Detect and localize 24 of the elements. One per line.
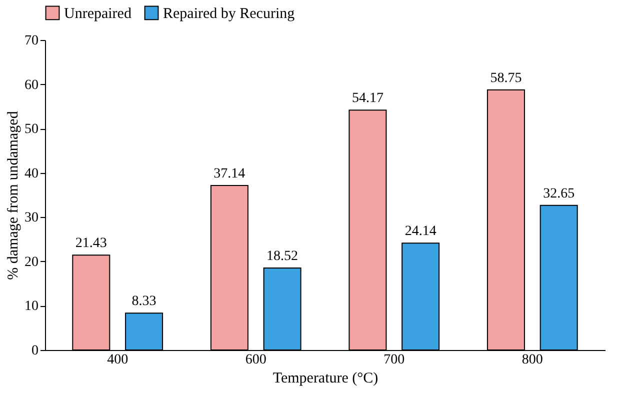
x-axis-title: Temperature (°C)	[272, 370, 378, 386]
data-label: 58.75	[490, 70, 522, 86]
data-label: 24.14	[404, 224, 436, 240]
y-tick-label: 40	[24, 166, 38, 182]
data-label: 8.33	[132, 294, 156, 310]
y-tick-label: 30	[24, 210, 38, 226]
y-tick-label: 0	[32, 344, 38, 358]
data-label: 21.43	[75, 236, 107, 252]
data-label: 37.14	[214, 166, 246, 182]
y-tick-label: 50	[24, 122, 38, 138]
y-axis-title: % damage from undamaged	[6, 110, 22, 280]
y-tick-label: 70	[24, 34, 38, 48]
x-tick-label: 700	[384, 352, 405, 368]
x-tick-label: 400	[107, 352, 128, 368]
data-label: 32.65	[543, 186, 575, 202]
x-tick-label: 800	[522, 352, 543, 368]
legend-label: Unrepaired	[64, 6, 132, 22]
legend-label: Repaired by Recuring	[163, 6, 296, 22]
y-tick-label: 20	[24, 254, 38, 270]
data-label: 54.17	[352, 91, 384, 106]
data-label: 18.52	[266, 248, 298, 264]
y-tick-label: 10	[24, 299, 38, 314]
x-tick-label: 600	[245, 352, 266, 368]
y-tick-label: 60	[24, 78, 38, 93]
